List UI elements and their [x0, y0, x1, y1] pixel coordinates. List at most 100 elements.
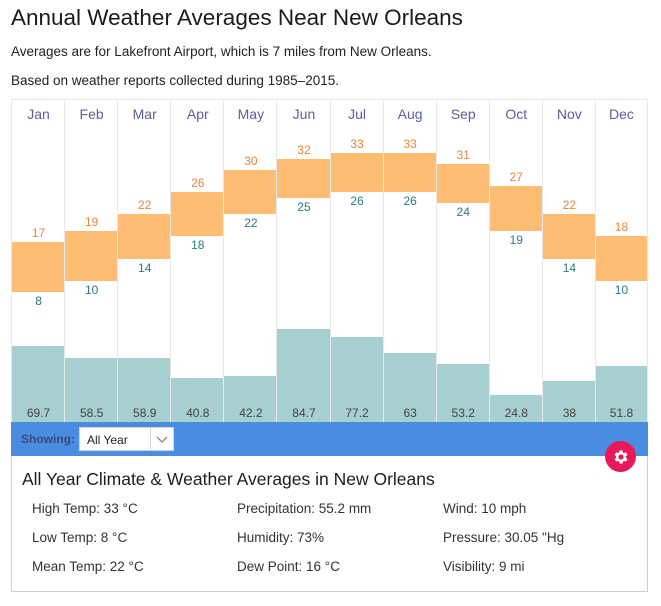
low-temp-label: 24: [456, 205, 470, 220]
high-temp-label: 32: [297, 142, 311, 157]
high-temp-label: 31: [456, 148, 470, 163]
high-temp-label: 27: [509, 170, 523, 185]
month-column: Jan 17 8 69.7: [11, 100, 66, 423]
temp-range-bar: [65, 230, 119, 281]
precip-bar: [489, 395, 543, 423]
showing-bar: Showing: All Year: [11, 422, 648, 456]
period-select[interactable]: All Year: [79, 427, 174, 451]
precip-bar: [595, 365, 647, 423]
low-temp-label: 14: [138, 260, 152, 275]
high-temp-label: 33: [403, 137, 417, 152]
month-column: Sep 31 24 53.2: [435, 100, 490, 423]
month-label: Jun: [292, 106, 316, 122]
summary-title: All Year Climate & Weather Averages in N…: [22, 469, 435, 489]
precip-bar: [171, 377, 225, 423]
precip-bar: [383, 353, 437, 423]
month-column: Jun 32 25 84.7: [276, 100, 331, 423]
high-temp-label: 22: [138, 198, 152, 213]
period-note: Based on weather reports collected durin…: [11, 73, 339, 88]
high-temp-label: 17: [31, 226, 46, 240]
low-temp-label: 22: [244, 216, 258, 231]
precip-bar: [542, 380, 596, 423]
temp-range-bar: [489, 186, 543, 231]
month-label: Oct: [505, 106, 528, 122]
stat-item: Humidity: 73%: [237, 530, 325, 545]
temp-range-bar: [436, 164, 490, 204]
precip-label: 84.7: [292, 406, 316, 420]
month-label: Jan: [27, 106, 50, 122]
month-label: May: [237, 106, 265, 122]
stat-item: Low Temp: 8 °C: [32, 530, 128, 545]
month-label: Nov: [556, 106, 582, 122]
temp-range-bar: [542, 214, 596, 259]
temp-range-bar: [12, 242, 66, 293]
precip-bar: [12, 345, 66, 423]
temp-range-bar: [118, 214, 172, 259]
month-label: Jul: [348, 106, 366, 122]
precip-bar: [436, 363, 490, 423]
temp-range-bar: [383, 153, 437, 192]
temp-range-bar: [171, 191, 225, 237]
precip-label: 53.2: [451, 406, 475, 420]
temp-range-bar: [330, 153, 384, 192]
month-label: Apr: [186, 106, 209, 122]
settings-button[interactable]: [605, 441, 636, 472]
precip-bar: [224, 376, 278, 423]
precip-label: 51.8: [609, 406, 634, 420]
monthly-chart: Jan 17 8 69.7 Feb 19 10 58.5 Mar 22 14 58.9 Apr 26 18 4…: [11, 99, 648, 423]
month-column: Apr 26 18 40.8: [170, 100, 225, 423]
temp-range-bar: [224, 169, 278, 215]
high-temp-label: 19: [84, 214, 99, 229]
stat-item: Wind: 10 mph: [443, 501, 527, 516]
station-note: Averages are for Lakefront Airport, whic…: [11, 44, 432, 59]
low-temp-label: 25: [297, 199, 311, 214]
low-temp-label: 18: [191, 238, 205, 253]
month-label: Aug: [397, 106, 423, 122]
month-column: Nov 22 14 38: [541, 100, 596, 423]
low-temp-label: 10: [614, 282, 629, 297]
high-temp-label: 26: [191, 175, 205, 190]
temp-range-bar: [595, 236, 647, 281]
chevron-down-icon[interactable]: [150, 428, 173, 450]
low-temp-label: 26: [403, 193, 417, 208]
month-label: Mar: [132, 106, 157, 122]
precip-label: 58.9: [133, 406, 157, 420]
month-column: Feb 19 10 58.5: [64, 100, 119, 423]
temp-range-bar: [277, 158, 331, 198]
precip-label: 69.7: [26, 406, 51, 420]
precip-label: 58.5: [79, 406, 104, 420]
stat-item: High Temp: 33 °C: [32, 501, 138, 516]
month-label: Dec: [608, 106, 634, 122]
stat-item: Pressure: 30.05 "Hg: [443, 530, 565, 545]
month-label: Feb: [79, 106, 104, 122]
stat-item: Visibility: 9 mi: [443, 559, 525, 574]
precip-label: 42.2: [239, 406, 263, 420]
precip-label: 77.2: [345, 406, 369, 420]
period-select-value: All Year: [87, 433, 128, 447]
month-column: Mar 22 14 58.9: [117, 100, 172, 423]
precip-label: 63: [403, 406, 417, 420]
high-temp-label: 30: [244, 153, 258, 168]
showing-label: Showing:: [21, 432, 75, 446]
low-temp-label: 10: [84, 282, 99, 297]
stat-item: Precipitation: 55.2 mm: [237, 501, 372, 516]
month-column: Aug 33 26 63: [382, 100, 437, 423]
month-column: Oct 27 19 24.8: [488, 100, 543, 423]
month-column: Jul 33 26 77.2: [329, 100, 384, 423]
high-temp-label: 33: [350, 137, 364, 152]
precip-label: 24.8: [504, 406, 528, 420]
precip-bar: [277, 328, 331, 423]
precip-label: 40.8: [186, 406, 210, 420]
stat-item: Dew Point: 16 °C: [237, 559, 340, 574]
high-temp-label: 22: [562, 198, 577, 213]
high-temp-label: 18: [614, 220, 629, 235]
low-temp-label: 19: [509, 232, 523, 247]
month-column: May 30 22 42.2: [223, 100, 278, 423]
month-column: Dec 18 10 51.8: [594, 100, 648, 423]
month-label: Sep: [450, 106, 476, 122]
low-temp-label: 8: [35, 294, 42, 309]
precip-bar: [330, 337, 384, 423]
summary-panel: All Year Climate & Weather Averages in N…: [11, 456, 648, 592]
low-temp-label: 14: [562, 260, 577, 275]
precip-label: 38: [562, 406, 577, 420]
